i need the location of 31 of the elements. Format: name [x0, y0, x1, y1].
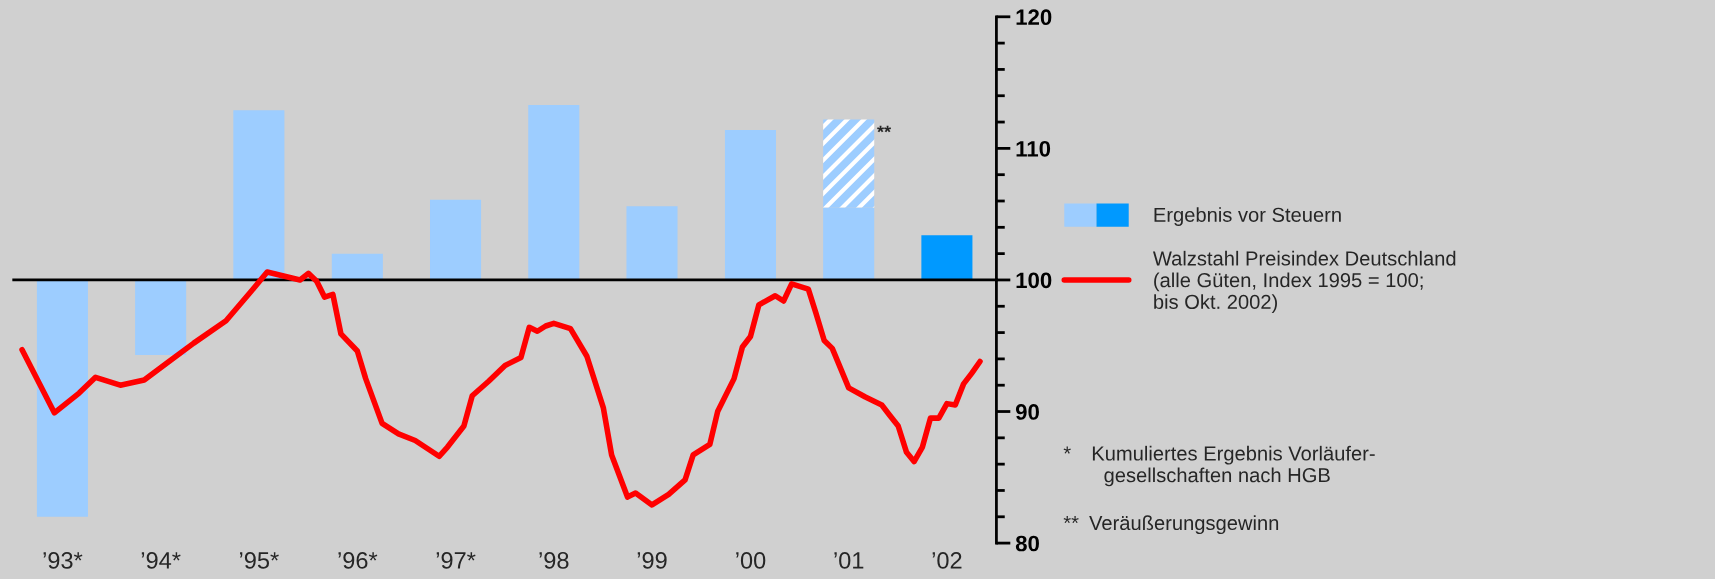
- y-tick-label: 80: [1015, 535, 1039, 552]
- x-tick-label: ’94*: [141, 552, 181, 569]
- bar: [823, 207, 875, 280]
- bar: [626, 206, 678, 280]
- x-tick-label: ’96*: [338, 552, 378, 569]
- bar: [430, 199, 482, 280]
- x-tick-label: ’01: [834, 552, 864, 569]
- bar: [724, 129, 777, 280]
- x-tick-label: ’99: [637, 552, 667, 569]
- bar: [36, 279, 88, 517]
- x-tick-label: ’97*: [436, 552, 476, 569]
- text: * Kumuliertes Ergebnis Vorläufer- gesellschaften nach HGB: [1063, 445, 1375, 487]
- bar: [823, 119, 875, 208]
- x-tick-label: ’02: [932, 552, 962, 569]
- legend-label: Walzstahl Preisindex Deutschland (alle Güten, Index 1995 = 100; bis Okt. 2002): [1152, 250, 1456, 313]
- bar: [233, 110, 285, 280]
- bar: [528, 104, 580, 280]
- text: ** Veräußerungsgewinn: [1063, 515, 1279, 535]
- bar: [135, 279, 187, 355]
- bar: [331, 253, 383, 280]
- x-tick-label: ’93*: [43, 552, 83, 569]
- y-tick-label: 100: [1016, 272, 1052, 289]
- x-tick-label: ’95*: [239, 552, 279, 569]
- annotation: **: [877, 125, 892, 133]
- y-tick-label: 110: [1016, 140, 1051, 157]
- legend-label: Ergebnis vor Steuern: [1154, 207, 1341, 226]
- y-tick-label: 90: [1015, 404, 1039, 420]
- x-tick-label: ’98: [539, 552, 569, 569]
- y-tick-label: 120: [1016, 9, 1052, 26]
- x-tick-label: ’00: [736, 552, 766, 569]
- bar: [921, 235, 973, 280]
